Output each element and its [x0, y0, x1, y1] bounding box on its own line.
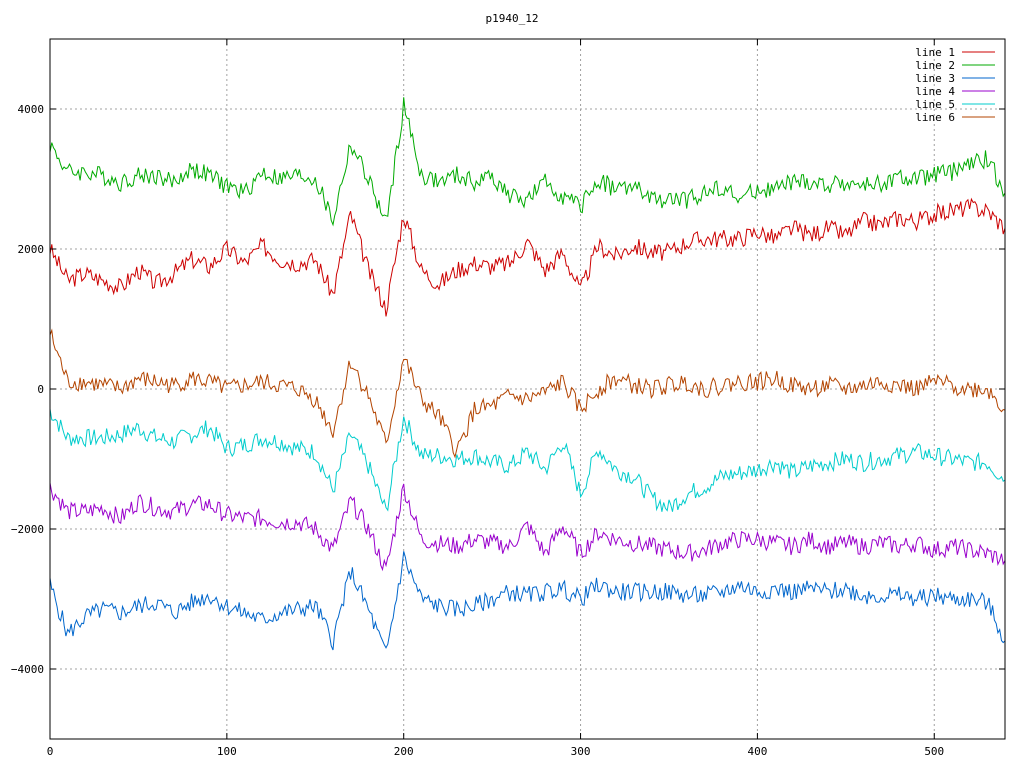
x-tick-label: 200: [394, 745, 414, 758]
legend-label-1: line 1: [915, 46, 955, 59]
legend-label-6: line 6: [915, 111, 955, 124]
series-line-6: [50, 328, 1005, 459]
legend-label-4: line 4: [915, 85, 955, 98]
y-tick-label: 0: [37, 383, 44, 396]
y-tick-label: −2000: [11, 523, 44, 536]
x-tick-label: 100: [217, 745, 237, 758]
chart-title: p1940_12: [486, 12, 539, 25]
series-line-3: [50, 551, 1005, 651]
series-line-1: [50, 197, 1005, 317]
series-line-5: [50, 408, 1005, 512]
x-tick-label: 300: [571, 745, 591, 758]
plot-area: [50, 97, 1005, 651]
axis-ticks: 0 100 200 300 400 500 −4000 −2000 0 2000 4000: [11, 39, 1005, 758]
legend-label-3: line 3: [915, 72, 955, 85]
y-tick-label: 2000: [18, 243, 45, 256]
x-tick-label: 400: [747, 745, 767, 758]
series-line-4: [50, 482, 1005, 572]
legend-label-2: line 2: [915, 59, 955, 72]
series-line-2: [50, 97, 1005, 227]
y-tick-label: −4000: [11, 663, 44, 676]
x-tick-label: 0: [47, 745, 54, 758]
x-tick-label: 500: [924, 745, 944, 758]
legend-label-5: line 5: [915, 98, 955, 111]
y-tick-label: 4000: [18, 103, 45, 116]
